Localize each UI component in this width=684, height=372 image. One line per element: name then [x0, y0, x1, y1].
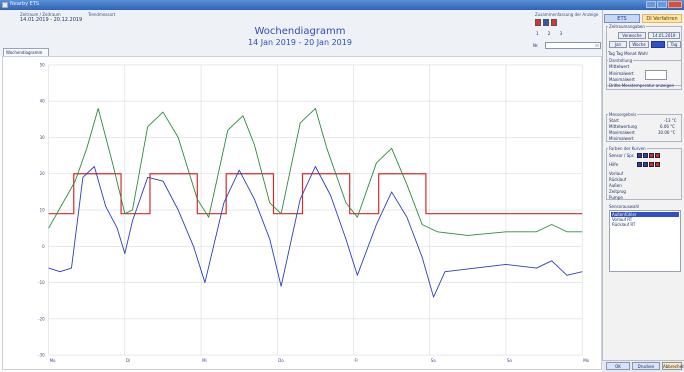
y-tick-label: -10 [38, 280, 45, 285]
y-tick-label: 20 [40, 171, 46, 176]
sensor-list[interactable]: Außenfühler Vorlauf RT Rücklauf RT [609, 210, 681, 272]
sensor-item-2[interactable]: Rücklauf RT [612, 222, 636, 227]
x-tick-label: Mo [50, 358, 56, 363]
week-chart: 50 40 30 20 10 0 -10 -20 -30 Mo Di Mi Do Fr Sa So Mo [2, 56, 602, 370]
window-titlebar [0, 0, 684, 10]
range-radio-row[interactable]: Tag Tag Monat Wahl [608, 51, 648, 56]
chart-subtitle: 14 Jan 2019 - 20 Jan 2019 [248, 38, 352, 47]
measurement-group-label: Messergebnis [608, 112, 638, 117]
selection-2-icon[interactable] [543, 19, 549, 26]
tab-di-verfahren[interactable]: DI Verfahren [642, 14, 682, 23]
x-tick-label: Fr [355, 358, 359, 363]
week-button[interactable]: Woche [629, 41, 649, 48]
sensor-item-1[interactable]: Vorlauf RT [612, 217, 633, 222]
x-tick-label: Mi [202, 358, 207, 363]
color-swatch-red-4[interactable] [655, 162, 660, 167]
nr-select[interactable] [545, 42, 601, 49]
nr-label: Nr. [533, 43, 539, 48]
color-swatch-red-3[interactable] [649, 162, 654, 167]
chart-title: Wochendiagramm [254, 26, 346, 37]
measure-max-label: Maximalwert [609, 130, 635, 135]
right-panel [602, 10, 684, 372]
y-tick-label: 0 [42, 244, 45, 249]
sensor-item-0[interactable]: Außenfühler [611, 212, 679, 217]
color-swatch-blue-2[interactable] [643, 153, 648, 158]
legend-row-5: Zeitprog [609, 189, 626, 194]
print-button[interactable]: Drucken [632, 362, 660, 370]
y-tick-label: 40 [40, 99, 46, 104]
x-tick-label: Sa [431, 358, 437, 363]
display-group [606, 60, 682, 90]
y-tick-label: 30 [40, 135, 46, 140]
color-swatch-blue-4[interactable] [643, 162, 648, 167]
close-button[interactable] [668, 1, 682, 8]
colors-group-label: Farben der Kurven [608, 146, 647, 151]
measurement-group [606, 114, 682, 142]
value-field[interactable] [645, 70, 667, 80]
tab-ets-verfahren[interactable]: ETS Verfahren [604, 14, 640, 31]
tab-wochendiagramm[interactable]: Wochendiagramm [3, 48, 49, 56]
color-swatch-blue[interactable] [637, 153, 642, 158]
app-icon [2, 2, 8, 8]
maximize-button[interactable] [657, 1, 667, 8]
day-button[interactable]: Tag [667, 41, 681, 48]
active-range-button[interactable] [651, 41, 665, 48]
measure-max-value: 30.00 °C [658, 130, 676, 135]
y-tick-label: -30 [38, 353, 45, 358]
y-tick-label: 10 [40, 208, 46, 213]
series-line-1 [48, 108, 583, 236]
x-tick-label: Mo [583, 358, 589, 363]
legend-row-1: Hilfe [609, 162, 619, 167]
series-line-2 [48, 166, 583, 298]
selection-label: Zusammenfassung der Anzeige [535, 12, 599, 17]
window-controls [646, 1, 682, 8]
y-tick-label: 50 [40, 62, 46, 67]
month-button[interactable]: Jan [609, 41, 627, 48]
period-value: 14.01.2019 - 20.12.2019 [20, 17, 83, 23]
trend-label: Trendmessart [88, 12, 116, 17]
legend-row-3: Rücklauf [609, 177, 627, 182]
measure-start-value: -13 °C [664, 118, 677, 123]
x-tick-label: Do [278, 358, 284, 363]
color-swatch-red[interactable] [649, 153, 654, 158]
color-swatch-red-2[interactable] [655, 153, 660, 158]
legend-row-6: Pumpe [609, 195, 623, 200]
period-label: Zeitraum / Zeitraum [20, 12, 61, 17]
measure-mean-value: 6.06 °C [660, 124, 675, 129]
x-tick-label: Di [126, 358, 130, 363]
max-value-option[interactable]: Maximalwert [609, 77, 635, 82]
selection-3-icon[interactable] [551, 19, 557, 26]
x-tick-label: So [507, 358, 513, 363]
measure-min-label: Minimalwert [609, 136, 634, 141]
selection-numbers: 1 2 3 [536, 31, 567, 36]
color-swatch-blue-3[interactable] [637, 162, 642, 167]
mean-value-option[interactable]: Mittelwert [609, 64, 630, 69]
window-title: Nearby ETS [10, 1, 40, 7]
sensor-group-label: Sensorauswahl [608, 204, 641, 209]
legend-row-4: Außen [609, 183, 622, 188]
date-button[interactable]: 14.01.2019 [648, 32, 680, 39]
measure-start-label: Start [609, 118, 619, 123]
legend-row-2: Vorlauf [609, 171, 624, 176]
series-line-0 [48, 173, 583, 215]
third-temp-checkbox[interactable]: Dritte Messtemperatur anzeigen [609, 83, 675, 88]
measure-mean-label: Mittelwertung [609, 124, 637, 129]
legend-row-0: Sensor / Sps [609, 153, 634, 158]
header-panel [0, 10, 602, 56]
y-tick-label: -20 [38, 316, 45, 321]
display-group-label: Darstellung [608, 58, 634, 63]
period-group-label: Zeitraumangaben [608, 24, 646, 29]
ok-button[interactable]: OK [606, 362, 630, 370]
selection-icons [535, 19, 557, 26]
cancel-button[interactable]: Abbrechen [662, 362, 684, 370]
min-value-option[interactable]: Minimalwert [609, 71, 634, 76]
previous-week-button[interactable]: Vorwoche [618, 32, 646, 39]
selection-1-icon[interactable] [535, 19, 541, 26]
minimize-button[interactable] [646, 1, 656, 8]
